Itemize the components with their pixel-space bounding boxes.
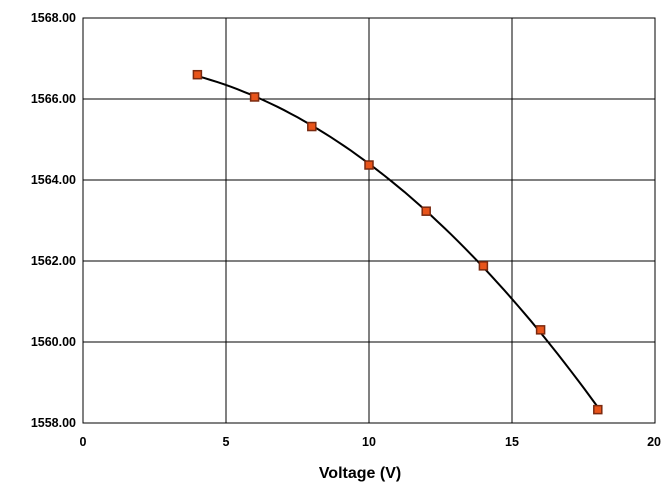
y-tick-label: 1566.00 [31,92,76,106]
y-tick-label: 1562.00 [31,254,76,268]
data-point-marker [422,207,430,215]
data-point-marker [537,326,545,334]
data-point-marker [308,123,316,131]
data-point-marker [193,71,201,79]
data-point-marker [365,161,373,169]
x-tick-label: 20 [647,435,661,449]
y-tick-label: 1564.00 [31,173,76,187]
data-point-marker [479,262,487,270]
x-tick-label: 10 [362,435,376,449]
x-axis-title: Voltage (V) [319,465,401,482]
data-point-marker [251,93,259,101]
x-tick-label: 0 [80,435,87,449]
x-tick-label: 15 [505,435,519,449]
y-tick-label: 1568.00 [31,11,76,25]
x-tick-label: 5 [223,435,230,449]
data-point-marker [594,406,602,414]
y-tick-label: 1560.00 [31,335,76,349]
y-tick-label: 1558.00 [31,416,76,430]
